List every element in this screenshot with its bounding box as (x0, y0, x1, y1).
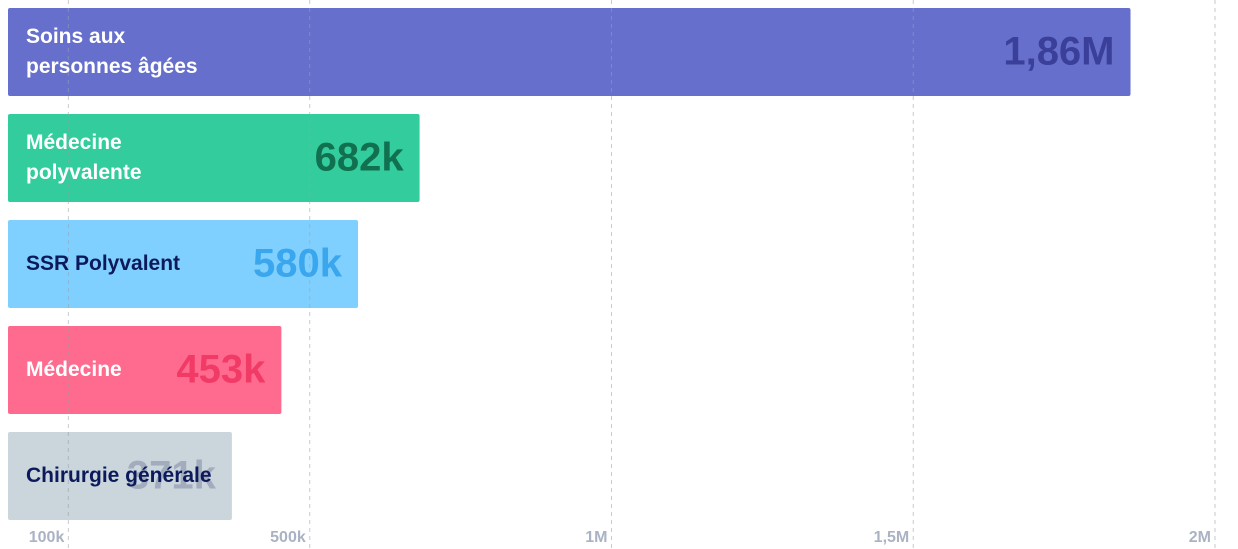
x-tick-label: 500k (270, 529, 306, 546)
x-tick-label: 1M (585, 529, 607, 546)
bar (8, 114, 420, 202)
category-label: Chirurgie générale (26, 464, 212, 487)
category-label: Soins aux personnes âgées (26, 25, 198, 78)
value-label: 682k (315, 136, 405, 180)
bar (8, 326, 282, 414)
value-label: 371k (127, 454, 217, 498)
bar (8, 8, 1131, 96)
category-label: Médecine polyvalente (26, 131, 142, 184)
value-label: 1,86M (1003, 30, 1114, 74)
value-label: 580k (253, 242, 343, 286)
value-label: 453k (176, 348, 266, 392)
category-label: Médecine (26, 358, 122, 381)
category-label: SSR Polyvalent (26, 252, 181, 275)
x-tick-label: 2M (1189, 529, 1211, 546)
x-tick-label: 1,5M (874, 529, 910, 546)
bar (8, 432, 232, 520)
bar (8, 220, 359, 308)
x-tick-label: 100k (29, 529, 65, 546)
